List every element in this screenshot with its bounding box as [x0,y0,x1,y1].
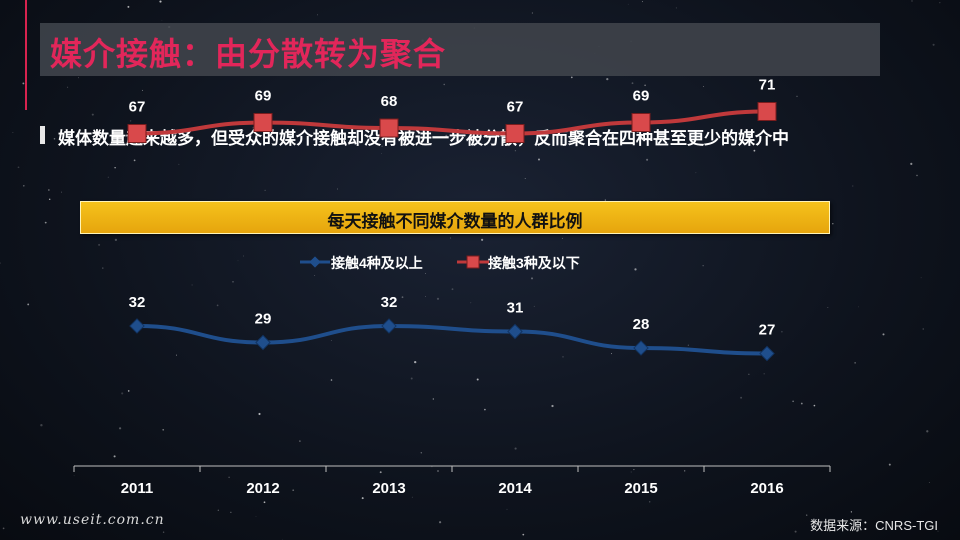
legend-item-series-1: 接触4种及以上 [300,251,423,278]
data-label-series-1: 29 [255,311,272,328]
data-point-series-1 [255,334,271,351]
legend-label-series-1: 接触4种及以上 [331,255,423,271]
data-point-series-2 [127,124,147,143]
data-point-series-2 [631,113,651,132]
x-tick-label: 2014 [498,480,532,497]
data-label-series-1: 31 [507,300,524,317]
chart-title: 每天接触不同媒介数量的人群比例 [327,212,583,231]
watermark: www.useit.com.cn [20,512,165,528]
data-point-series-2 [505,124,525,143]
data-label-series-2: 67 [129,99,146,116]
data-point-series-1 [507,323,523,340]
data-point-series-1 [633,340,649,356]
legend-label-series-2: 接触3种及以下 [488,255,580,271]
data-label-series-2: 69 [255,88,272,105]
legend-marker-series-1 [300,256,330,268]
title-bar: 媒介接触：由分散转为聚合 [40,23,880,76]
accent-line [25,0,27,110]
data-label-series-2: 68 [381,93,398,110]
chart-title-box: 每天接触不同媒介数量的人群比例 [80,201,830,234]
data-source: 数据来源：CNRS-TGI [810,518,938,533]
data-point-series-2 [757,102,777,121]
legend-item-series-2: 接触3种及以下 [457,251,580,278]
data-point-series-2 [253,113,273,132]
data-label-series-1: 32 [129,294,146,311]
legend-marker-series-2 [457,255,489,269]
data-point-series-1 [129,318,145,334]
x-tick-label: 2016 [750,480,783,497]
data-label-series-1: 32 [381,294,398,311]
x-tick-label: 2012 [246,480,279,497]
subtitle-marker [40,126,45,144]
series-line-1 [135,323,769,356]
data-point-series-1 [759,345,775,362]
x-tick-label: 2015 [624,480,657,497]
data-label-series-1: 27 [759,322,776,339]
data-label-series-1: 28 [633,316,650,333]
data-label-series-2: 67 [507,99,524,116]
data-point-series-1 [381,318,397,334]
x-tick-label: 2011 [121,480,154,497]
data-point-series-2 [379,118,399,138]
series-line-2 [135,109,769,136]
page-subtitle: 媒体数量越来越多，但受众的媒介接触却没有被进一步被分散，反而聚合在四种甚至更少的… [58,129,789,148]
data-label-series-2: 69 [633,88,650,105]
data-label-series-2: 71 [759,77,776,94]
page-title: 媒介接触：由分散转为聚合 [50,36,447,72]
x-tick-label: 2013 [372,480,405,497]
